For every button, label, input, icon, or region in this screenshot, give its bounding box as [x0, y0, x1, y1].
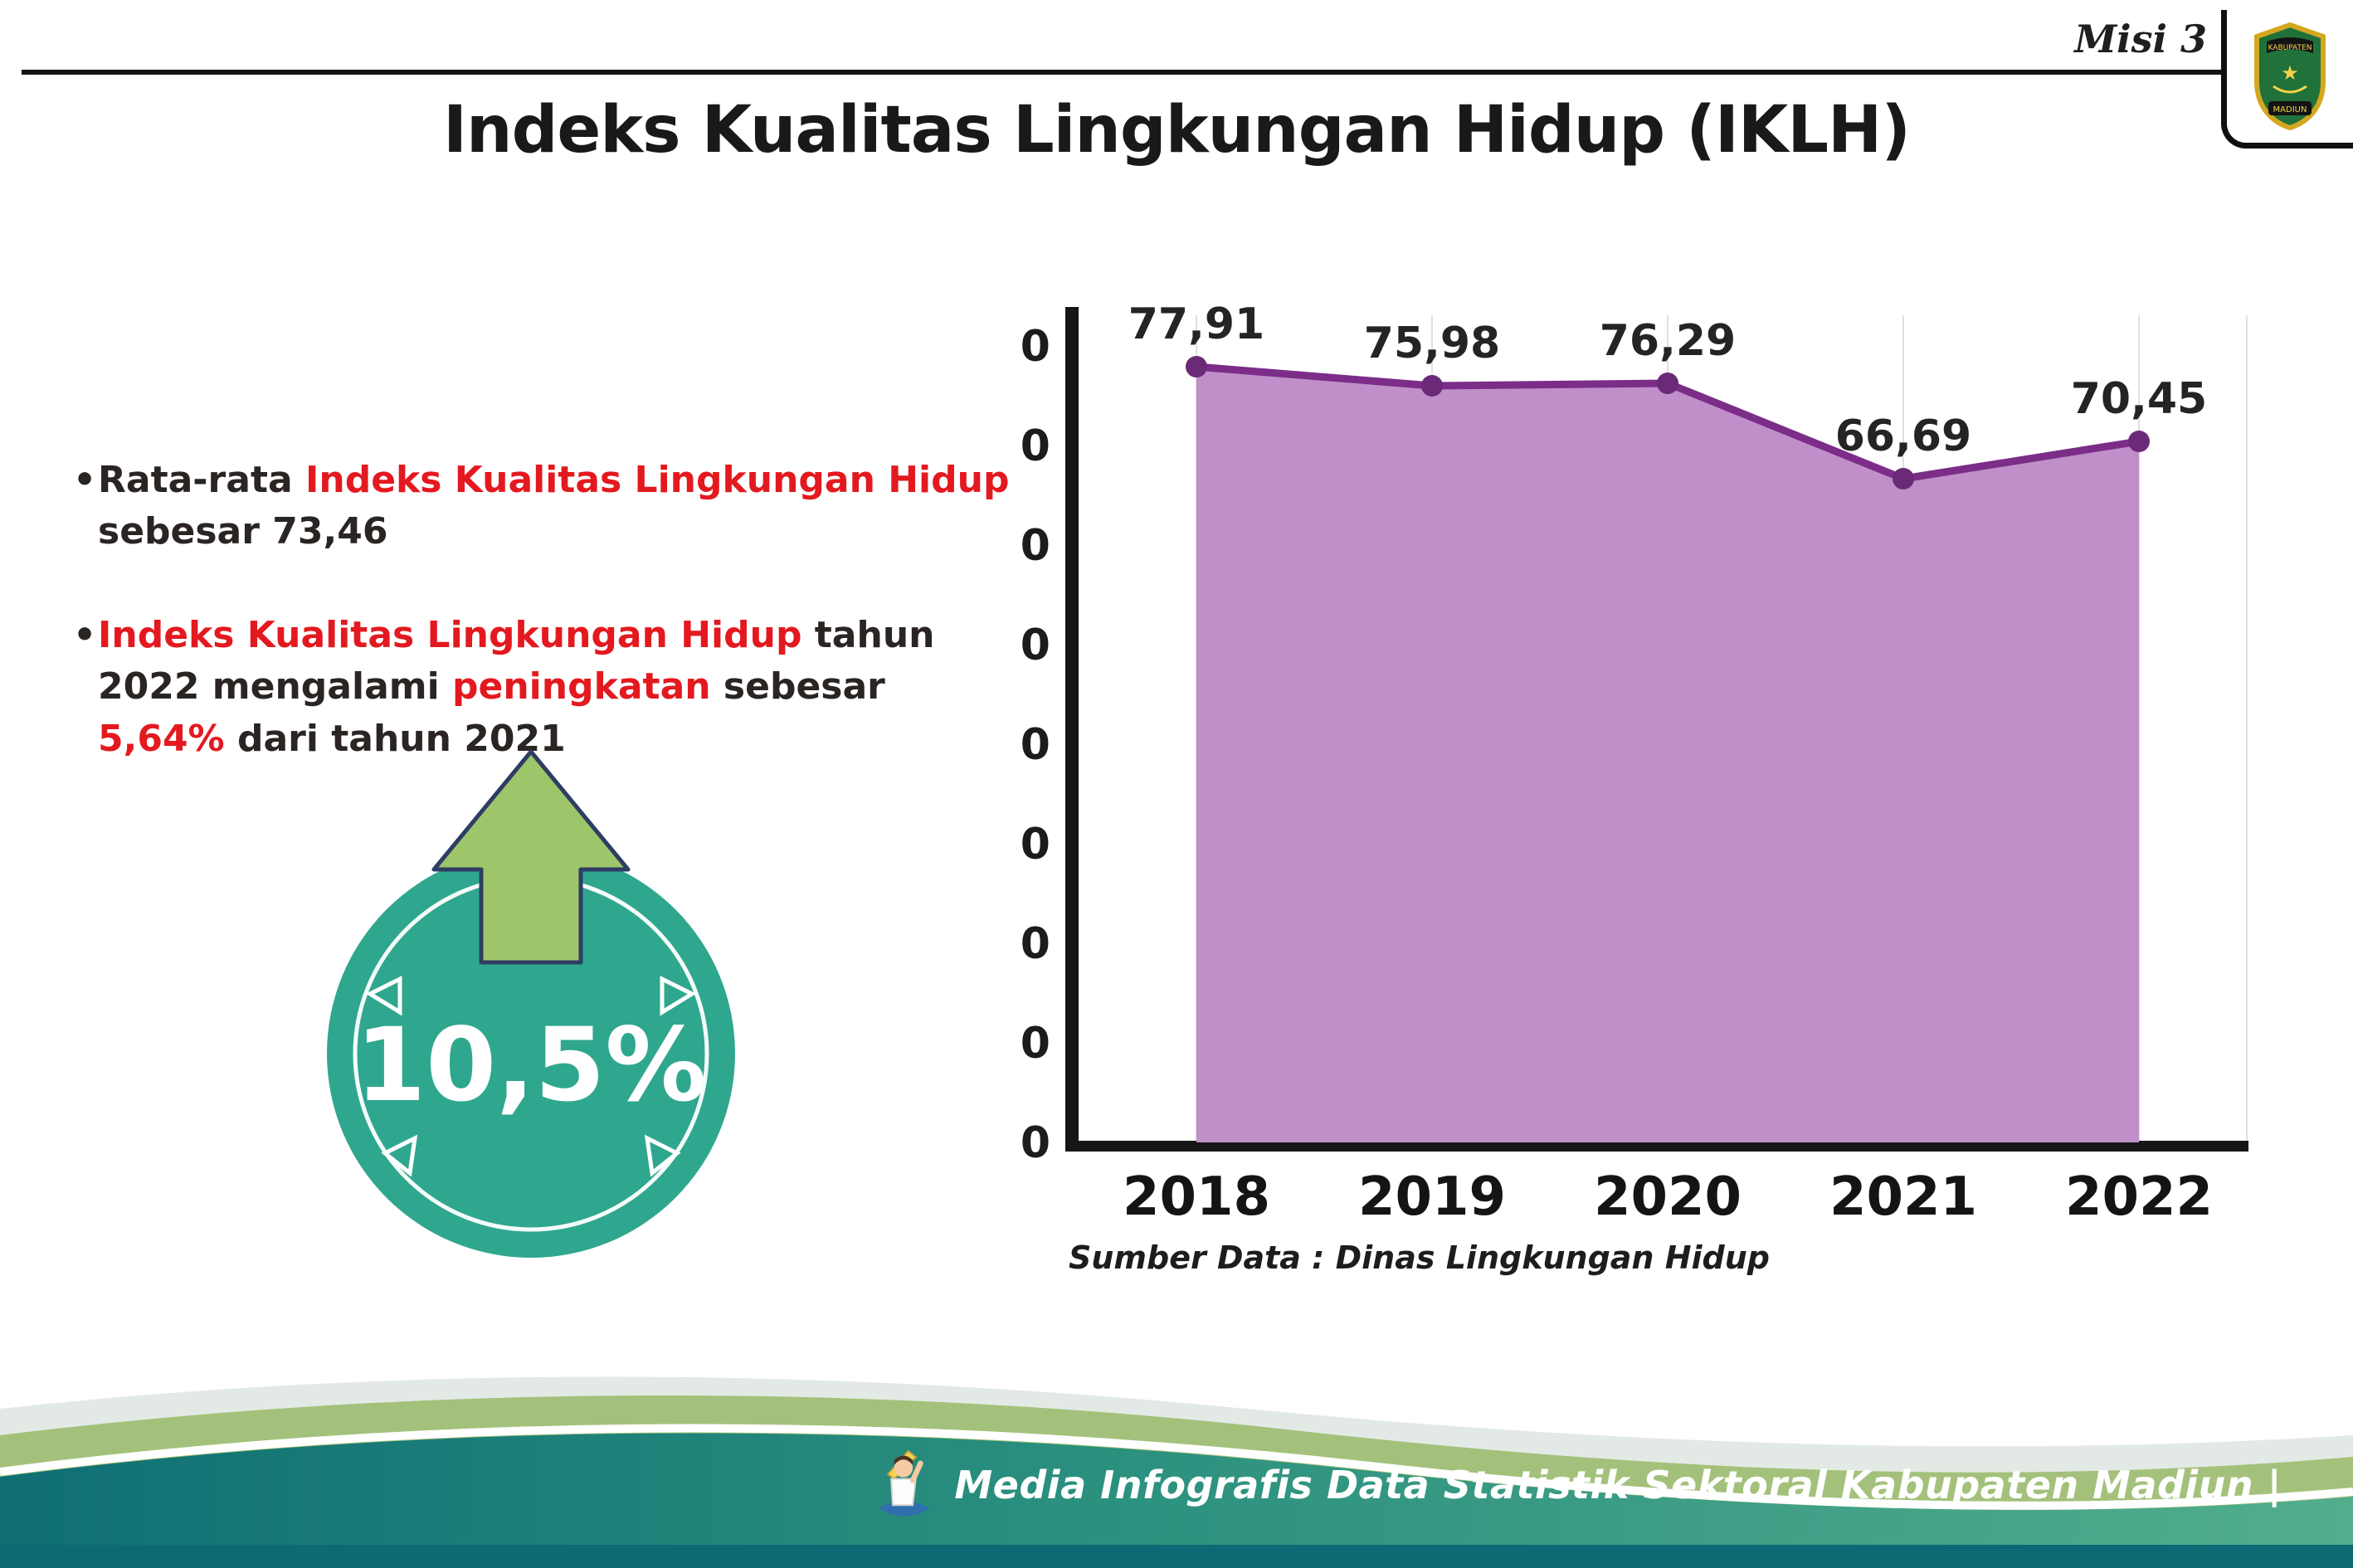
y-axis-tick-label: 70: [1021, 421, 1050, 471]
data-point-label: 75,98: [1364, 319, 1500, 368]
data-point: [1421, 375, 1443, 397]
badge-value: 10,5%: [355, 1006, 706, 1124]
body-text: dari tahun 2021: [224, 717, 566, 760]
ring-triangle-icon: [644, 1134, 681, 1177]
bullet-marker: •: [73, 613, 97, 656]
mascot-base: [879, 1501, 931, 1517]
x-axis-label: 2021: [1829, 1166, 1977, 1228]
area-fill: [1196, 367, 2139, 1142]
crest-band: [2268, 101, 2312, 115]
increase-badge: 10,5%: [305, 745, 758, 1276]
bullet-item: • Indeks Kualitas Lingkungan Hidup tahun …: [73, 610, 1011, 765]
crest-top-text: KABUPATEN: [2268, 44, 2312, 52]
y-axis-tick-label: 10: [1021, 1019, 1050, 1069]
crest-icon: KABUPATEN ★ MADIUN: [2254, 22, 2326, 131]
highlight-text: Indeks Kualitas Lingkungan Hidup: [305, 459, 1010, 501]
mascot-hair: [894, 1455, 913, 1465]
wave-divider: [0, 1424, 2353, 1510]
wave-teal: [0, 1433, 2353, 1568]
crest-star-icon: ★: [2281, 61, 2299, 85]
mascot-head: [894, 1458, 913, 1478]
ring-triangle-icon: [660, 975, 697, 1016]
chart-source-note: Sumber Data : Dinas Lingkungan Hidup: [1069, 1239, 1770, 1276]
header-divider-line: [22, 70, 2222, 75]
data-point-label: 66,69: [1835, 411, 1971, 461]
y-axis-tick-label: 60: [1021, 521, 1050, 571]
footer-caption-text: Media Infografis Data Statistik Sektoral…: [954, 1463, 2282, 1507]
increase-badge-graphic: 10,5%: [327, 749, 735, 1258]
mascot-body: [890, 1478, 918, 1507]
mascot-arm: [910, 1460, 924, 1483]
x-axis-label: 2018: [1123, 1166, 1270, 1228]
bullet-item: • Rata-rata Indeks Kualitas Lingkungan Hi…: [73, 455, 1011, 558]
data-point: [1893, 468, 1914, 489]
body-text: tahun 2022 mengalami: [98, 613, 935, 709]
y-axis-tick-label: 30: [1021, 820, 1050, 869]
y-axis-line: [1065, 307, 1079, 1151]
x-axis-label: 2019: [1358, 1166, 1506, 1228]
ring-triangle-icon: [365, 975, 402, 1016]
up-arrow-icon: [431, 749, 631, 965]
highlight-text: Indeks Kualitas Lingkungan Hidup: [98, 613, 802, 656]
misi-label: Misi 3: [2074, 17, 2207, 61]
crest-bottom-text: MADIUN: [2273, 105, 2307, 114]
y-axis-tick-label: 40: [1021, 720, 1050, 770]
y-axis-tick-label: 0: [1021, 1118, 1050, 1168]
body-text: sebesar: [710, 665, 885, 709]
x-axis-line: [1065, 1141, 2248, 1152]
data-point: [1657, 373, 1678, 394]
data-point-label: 76,29: [1600, 316, 1736, 366]
x-axis-label: 2022: [2065, 1166, 2213, 1228]
iklh-area-chart: 0 10 20 30 40 50 60 70 80 77,91 2018 75,98 2019 76,29…: [991, 292, 2273, 1238]
page-title: Indeks Kualitas Lingkungan Hidup (IKLH): [443, 93, 1911, 168]
data-point: [1186, 356, 1207, 377]
badge-circle: [327, 850, 735, 1258]
y-axis-tick-label: 20: [1021, 919, 1050, 969]
highlight-text: peningkatan: [452, 665, 711, 709]
footer-dark-strip: [0, 1545, 2353, 1568]
crest-banner: [2267, 37, 2313, 53]
summary-bullets: • Rata-rata Indeks Kualitas Lingkungan Hi…: [73, 455, 1011, 816]
mascot-icon: [879, 1449, 931, 1517]
kabupaten-madiun-logo: KABUPATEN ★ MADIUN: [2221, 10, 2353, 149]
ring-triangle-icon: [381, 1134, 418, 1177]
bullet-marker: •: [73, 459, 97, 501]
footer-caption: Media Infografis Data Statistik Sektoral…: [868, 1445, 2282, 1525]
footer-waves: [0, 1376, 2353, 1568]
data-point-label: 70,45: [2071, 374, 2207, 424]
body-text: Rata-rata: [98, 459, 305, 501]
y-axis-tick-label: 80: [1021, 322, 1050, 372]
highlight-text: 5,64%: [98, 717, 225, 760]
data-point: [2128, 431, 2150, 452]
body-text: sebesar 73,46: [98, 510, 388, 553]
y-axis-tick-label: 50: [1021, 621, 1050, 670]
data-point-label: 77,91: [1128, 299, 1264, 349]
x-axis-label: 2020: [1594, 1166, 1742, 1228]
crest-arc: [2273, 85, 2307, 94]
footer-wave-band: Media Infografis Data Statistik Sektoral…: [0, 1359, 2353, 1568]
chart-canvas: 0 10 20 30 40 50 60 70 80 77,91 2018 75,98 2019 76,29…: [991, 299, 2248, 1228]
